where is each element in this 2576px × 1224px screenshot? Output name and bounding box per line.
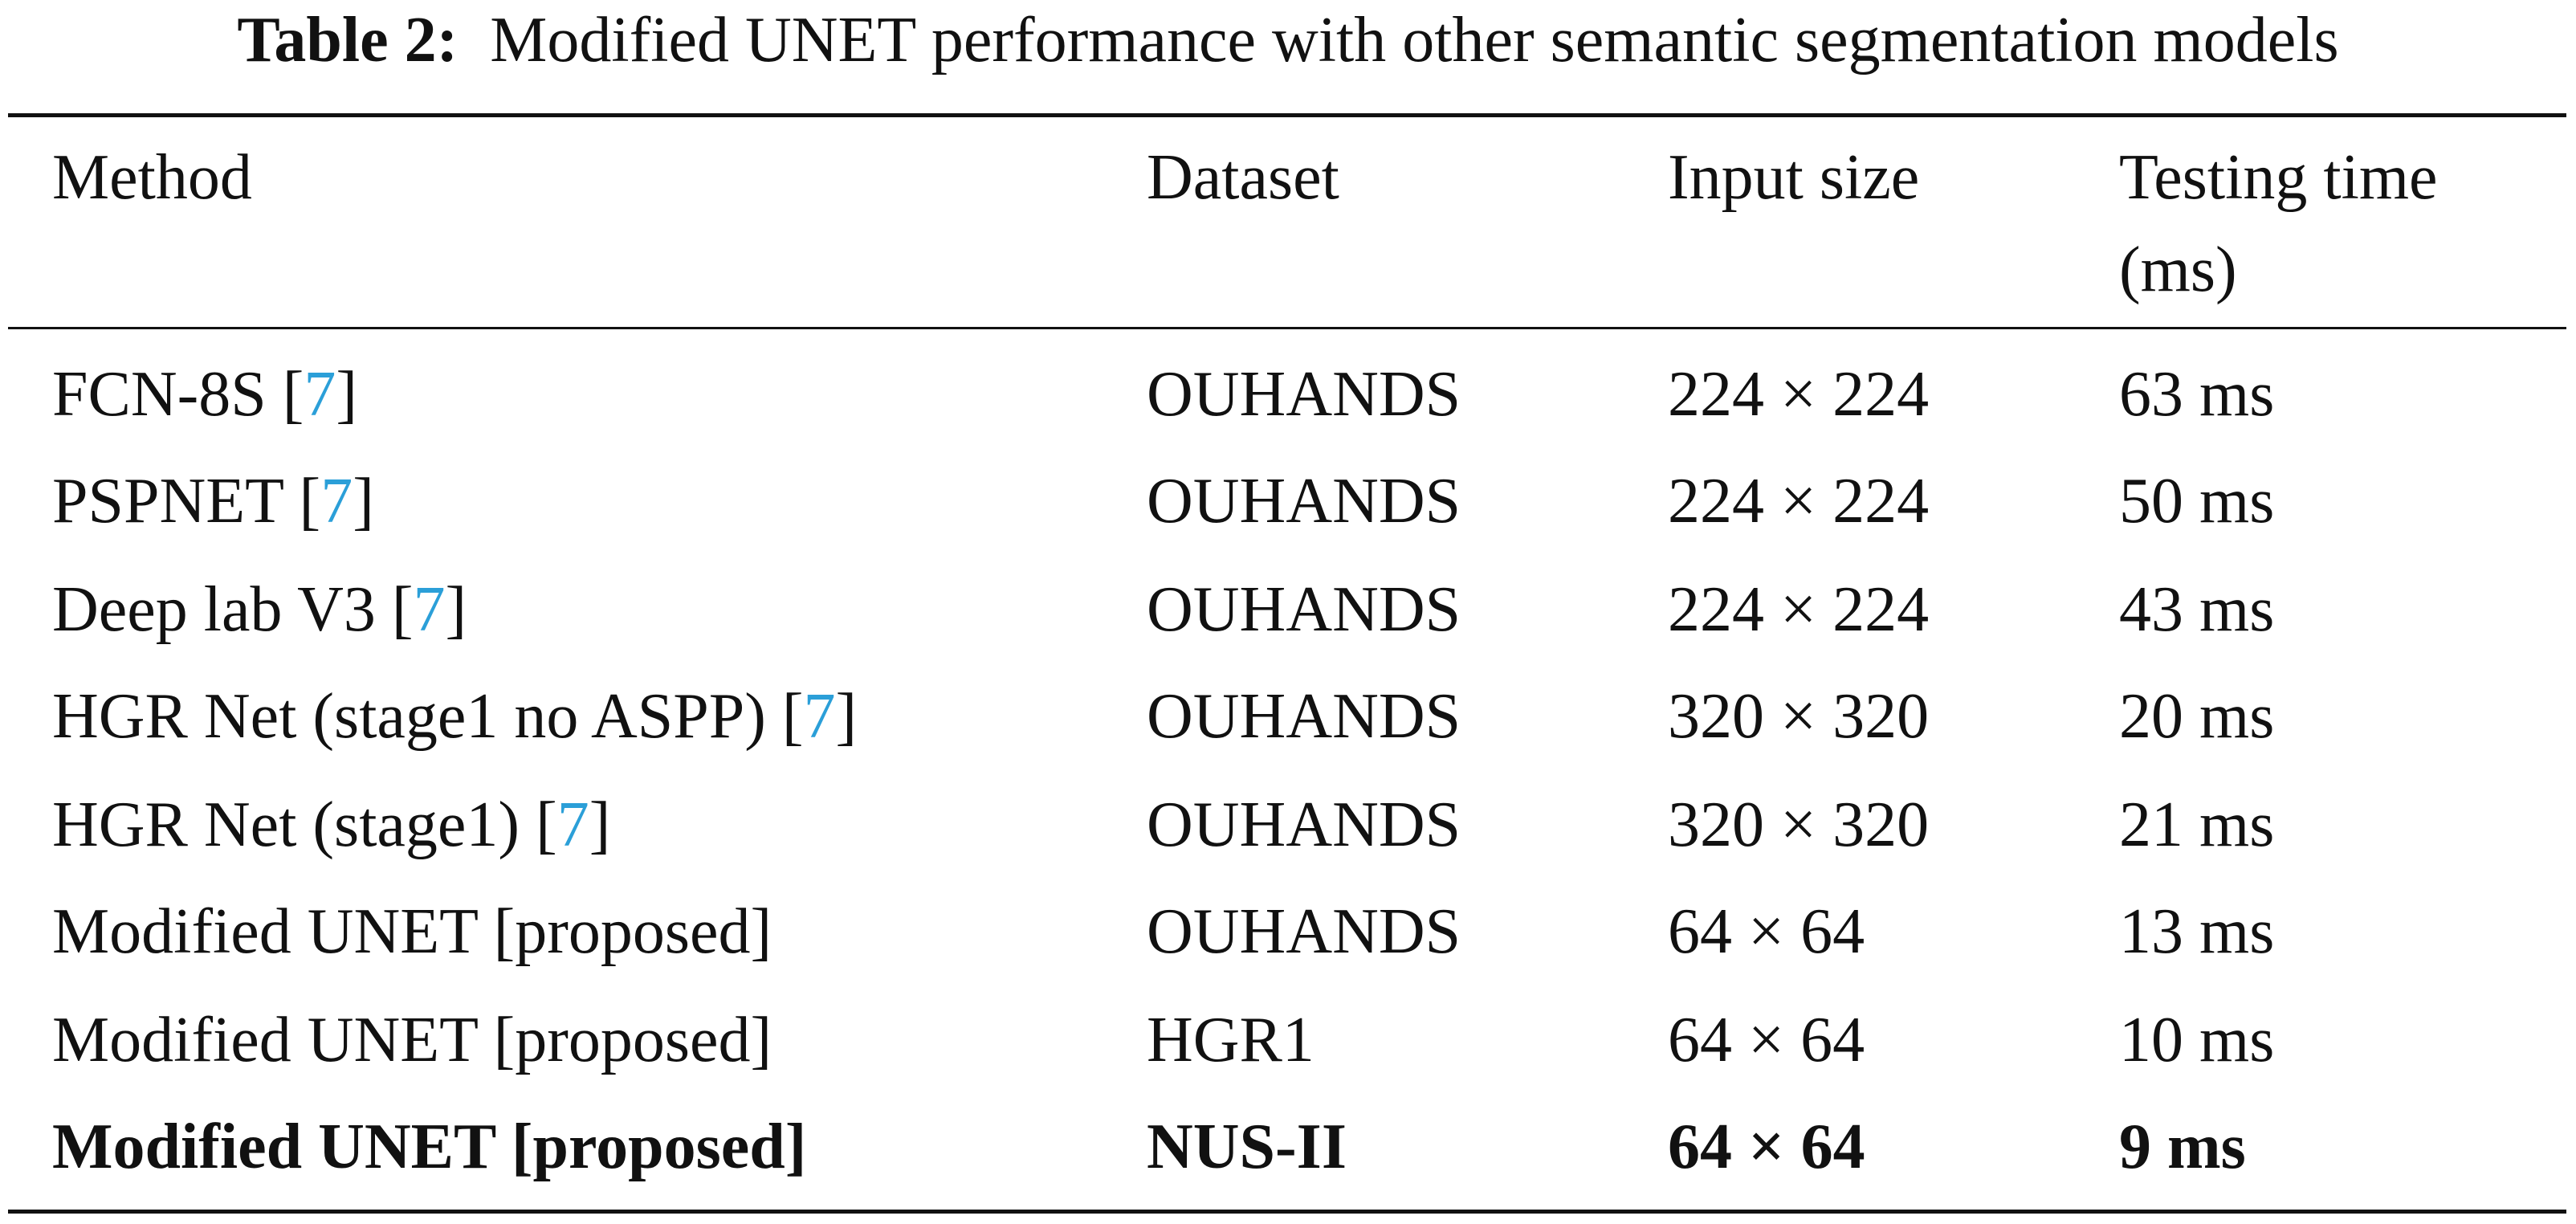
citation: 7 (304, 359, 336, 430)
table-cell: 64 × 64 (1668, 1005, 1865, 1075)
table-cell: OUHANDS (1147, 681, 1461, 752)
caption-label: Table 2: (237, 5, 459, 75)
citation-bracket: ] (353, 466, 374, 537)
table-cell: OUHANDS (1147, 574, 1461, 645)
table-cell: OUHANDS (1147, 466, 1461, 537)
citation: 7 (413, 574, 446, 645)
method-name: Modified UNET [proposed] (52, 896, 772, 967)
table-cell: 224 × 224 (1668, 466, 1930, 537)
bottom-rule (8, 1210, 2566, 1214)
method-name: HGR Net (stage1 no ASPP) [ (52, 681, 804, 752)
table-cell: 224 × 224 (1668, 574, 1930, 645)
table-caption: Table 2: Modified UNET performance with … (0, 0, 2576, 80)
caption-gap (458, 5, 490, 75)
table-cell: 43 ms (2119, 574, 2275, 645)
method-cell: HGR Net (stage1 no ASPP) [7] (52, 671, 857, 763)
citation-bracket: ] (445, 574, 467, 645)
method-name: HGR Net (stage1) [ (52, 789, 557, 860)
table-cell: OUHANDS (1147, 359, 1461, 430)
citation-bracket: ] (835, 681, 858, 752)
table-cell: HGR1 (1147, 1005, 1314, 1075)
table-cell: 9 ms (2119, 1112, 2246, 1182)
table-cell: OUHANDS (1147, 789, 1461, 860)
citation: 7 (803, 681, 836, 752)
table-cell: 320 × 320 (1668, 789, 1930, 860)
table-cell: 20 ms (2119, 681, 2275, 752)
table-cell: 21 ms (2119, 789, 2275, 860)
method-cell: Deep lab V3 [7] (52, 564, 467, 656)
citation: 7 (556, 789, 589, 860)
table-cell: 10 ms (2119, 1005, 2275, 1075)
caption-text: Modified UNET performance with other sem… (490, 5, 2339, 75)
method-name: PSPNET [ (52, 466, 321, 537)
header-cell: Dataset (1147, 142, 1339, 213)
method-name: Modified UNET [proposed] (52, 1112, 807, 1182)
method-name: Deep lab V3 [ (52, 574, 414, 645)
citation-bracket: ] (589, 789, 611, 860)
header-cell: Method (52, 142, 252, 213)
method-cell: Modified UNET [proposed] (52, 994, 772, 1087)
top-rule (8, 113, 2566, 117)
method-cell: HGR Net (stage1) [7] (52, 779, 610, 871)
table-cell: 64 × 64 (1668, 1112, 1865, 1182)
header-cell: Input size (1668, 142, 1920, 213)
table-cell: 63 ms (2119, 359, 2275, 430)
method-cell: PSPNET [7] (52, 455, 374, 548)
method-name: Modified UNET [proposed] (52, 1005, 772, 1075)
table-cell: 50 ms (2119, 466, 2275, 537)
header-rule (8, 327, 2566, 329)
method-cell: FCN-8S [7] (52, 349, 357, 441)
table-cell: 320 × 320 (1668, 681, 1930, 752)
table-cell: 64 × 64 (1668, 896, 1865, 967)
citation-bracket: ] (336, 359, 358, 430)
table-cell: NUS-II (1147, 1112, 1347, 1182)
table-cell: OUHANDS (1147, 896, 1461, 967)
method-cell: Modified UNET [proposed] (52, 886, 772, 978)
citation: 7 (320, 466, 353, 537)
method-cell: Modified UNET [proposed] (52, 1101, 806, 1193)
table-cell: 224 × 224 (1668, 359, 1930, 430)
header-cell: Testing time (ms) (2119, 142, 2438, 305)
method-name: FCN-8S [ (52, 359, 304, 430)
table-cell: 13 ms (2119, 896, 2275, 967)
